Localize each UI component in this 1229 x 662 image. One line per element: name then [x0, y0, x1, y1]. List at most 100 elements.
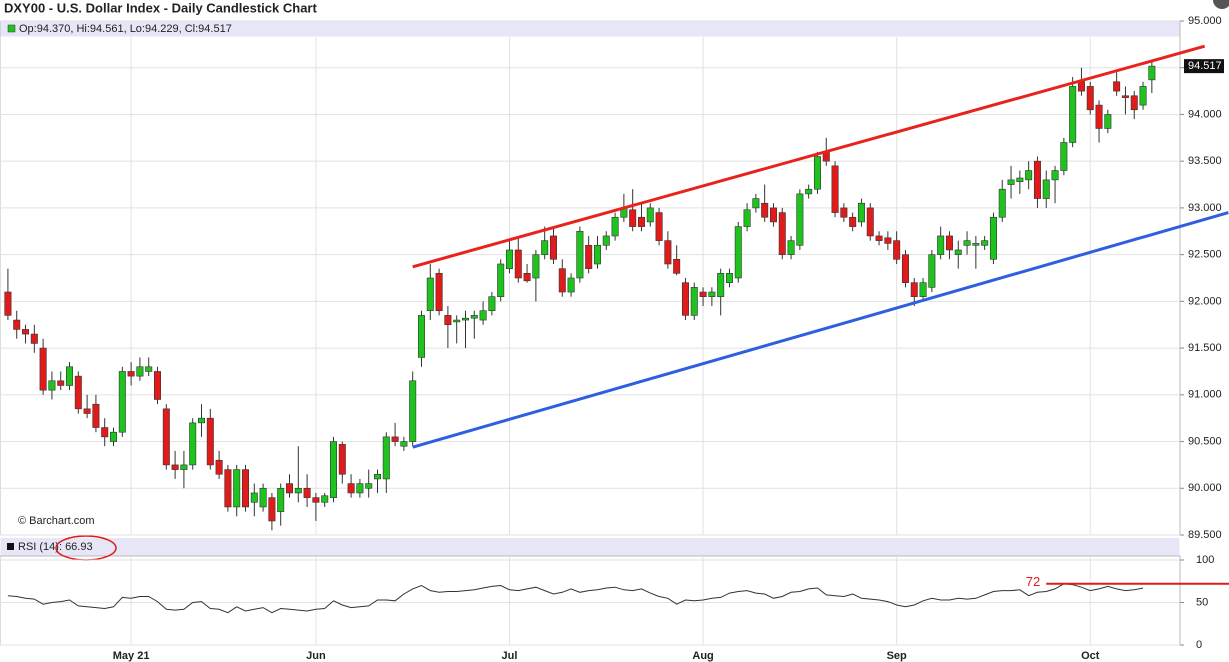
y-tick-label: 0 — [1196, 639, 1202, 651]
x-tick-label: May 21 — [113, 650, 150, 662]
x-tick-label: Aug — [692, 650, 713, 662]
candle-body — [664, 240, 672, 265]
candle-body — [743, 209, 751, 227]
candle-body — [1042, 179, 1050, 199]
candle-body — [1060, 142, 1068, 171]
candle-body — [884, 237, 892, 244]
candle-body — [215, 459, 223, 475]
candle-body — [303, 487, 311, 498]
rsi-panel — [0, 555, 1181, 646]
candle-body — [136, 366, 144, 377]
corner-button — [1213, 0, 1229, 9]
rsi-title: RSI (14): 66.93 — [18, 541, 93, 553]
candle-body — [567, 277, 575, 293]
candle-body — [356, 483, 364, 494]
candle-body — [761, 202, 769, 218]
y-tick-label: 94.000 — [1188, 108, 1222, 120]
candle-body — [866, 207, 874, 237]
ohlc-info: Op:94.370, Hi:94.561, Lo:94.229, Cl:94.5… — [19, 23, 232, 35]
last-price-label: 94.517 — [1188, 60, 1222, 72]
candle-body — [497, 263, 505, 297]
candle-body — [286, 483, 294, 494]
candle-body — [857, 202, 865, 223]
candle-body — [796, 193, 804, 246]
y-tick-label: 95.000 — [1188, 15, 1222, 27]
candle-body — [206, 417, 214, 466]
candle-body — [488, 296, 496, 312]
y-tick-label: 89.500 — [1188, 529, 1222, 541]
candle-body — [901, 254, 909, 283]
candle-body — [1095, 104, 1103, 129]
candle-body — [849, 216, 857, 227]
candle-body — [74, 375, 82, 410]
candle-body — [699, 291, 707, 297]
y-tick-label: 50 — [1196, 596, 1208, 608]
candle-body — [1148, 65, 1156, 81]
candle-body — [708, 291, 716, 297]
candle-body — [945, 235, 953, 251]
candle-body — [470, 315, 478, 319]
candle-body — [101, 427, 109, 438]
candle-body — [928, 254, 936, 288]
candle-body — [347, 483, 355, 494]
source: © Barchart.com — [18, 515, 95, 527]
candle-body — [637, 216, 645, 227]
candle-body — [92, 403, 100, 428]
candle-body — [242, 469, 250, 508]
candle-body — [444, 315, 452, 326]
rsi-header — [0, 538, 1180, 556]
candle-body — [409, 380, 417, 442]
candle-body — [972, 243, 980, 246]
candle-body — [523, 273, 531, 282]
candle-body — [1016, 177, 1024, 183]
candle-body — [1051, 170, 1059, 181]
candle-body — [479, 310, 487, 321]
candle-body — [629, 209, 637, 227]
candle-body — [171, 464, 179, 470]
candle-body — [937, 235, 945, 255]
candle-body — [382, 436, 390, 480]
candle-body — [717, 273, 725, 297]
x-tick-label: Oct — [1081, 650, 1100, 662]
candle-body — [224, 469, 232, 508]
candle-body — [681, 282, 689, 316]
candle-body — [453, 319, 461, 323]
candle-body — [787, 240, 795, 255]
candle-body — [189, 422, 197, 466]
candle-body — [813, 156, 821, 190]
candle-body — [83, 408, 91, 414]
candle-body — [268, 497, 276, 522]
candle-body — [233, 469, 241, 508]
candle-body — [1139, 86, 1147, 106]
candle-body — [321, 495, 329, 503]
candle-body — [162, 408, 170, 466]
trendline — [412, 211, 1229, 449]
candle-body — [57, 380, 65, 386]
candle-body — [30, 333, 38, 344]
x-tick-label: Sep — [887, 650, 907, 662]
candle-body — [655, 212, 663, 241]
candle-body — [1113, 81, 1121, 92]
y-tick-label: 93.500 — [1188, 155, 1222, 167]
candle-body — [505, 249, 513, 269]
candle-body — [910, 282, 918, 297]
candle-body — [769, 207, 777, 223]
last-price-box — [1184, 59, 1224, 74]
candle-body — [998, 188, 1006, 218]
candle-body — [585, 244, 593, 269]
candle-body — [391, 436, 399, 442]
y-tick-label: 91.500 — [1188, 342, 1222, 354]
candle-body — [329, 441, 337, 498]
candle-body — [1025, 170, 1033, 181]
candle-body — [558, 268, 566, 293]
candle-body — [1069, 86, 1077, 143]
candle-body — [602, 235, 610, 246]
candle-body — [13, 319, 21, 330]
candle-body — [1033, 160, 1041, 199]
candle-body — [1130, 95, 1138, 111]
candle-body — [725, 273, 733, 283]
candle-body — [1104, 114, 1112, 129]
candle-body — [312, 497, 320, 503]
candle-body — [180, 464, 188, 470]
